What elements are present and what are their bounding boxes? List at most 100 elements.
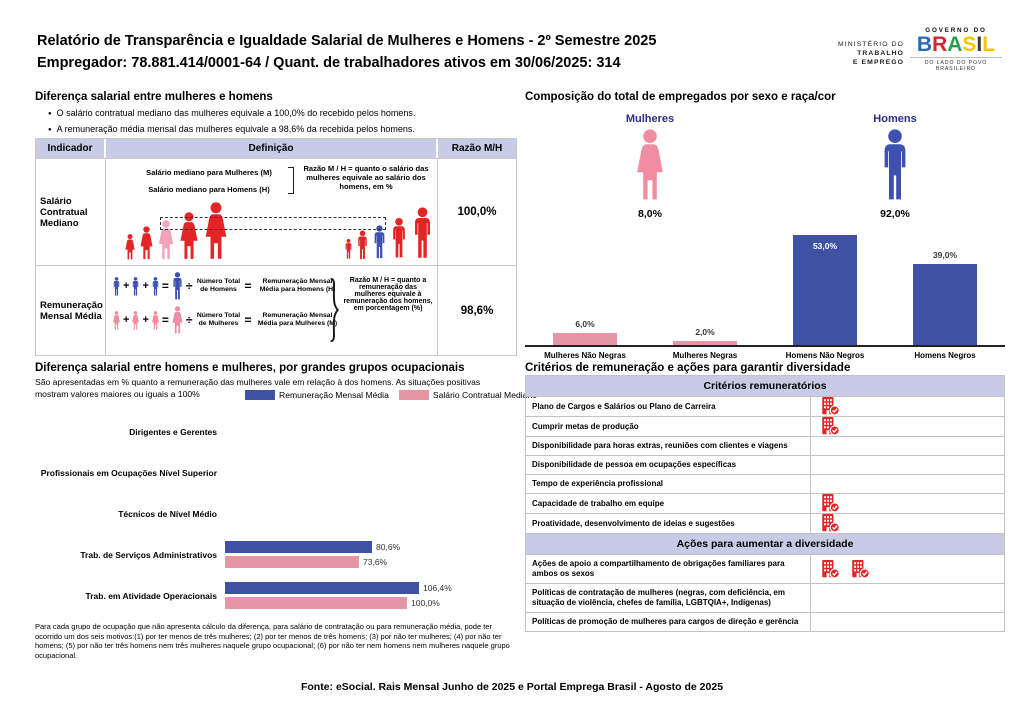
average-ratio-note: Razão M / H = quanto a remuneração das m… bbox=[343, 277, 433, 312]
criteria-check-cell bbox=[811, 437, 1006, 455]
composition-bar-chart: 6,0% 2,0% 53,0% 39,0% bbox=[525, 228, 1005, 347]
chart-bar-slot: 6,0% bbox=[525, 228, 645, 345]
bar-value-label: 2,0% bbox=[695, 327, 715, 337]
brasil-letter: S bbox=[962, 33, 977, 56]
criteria-check-cell bbox=[811, 555, 1006, 583]
average-formulas: + + = ÷ Número Total de Homens = Remuneração M… bbox=[112, 272, 342, 334]
legend-swatch bbox=[398, 390, 429, 400]
criteria-row: Plano de Cargos e Salários ou Plano de C… bbox=[526, 397, 1004, 417]
women-label: Mulheres bbox=[625, 113, 675, 125]
bar-line: 73,6% bbox=[225, 556, 517, 569]
men-summary-block: Homens 92,0% bbox=[830, 113, 960, 220]
criteria-row: Políticas de contratação de mulheres (ne… bbox=[526, 584, 1004, 613]
row-category-label: Profissionais em Ocupações Nível Superio… bbox=[40, 467, 217, 478]
bar-line bbox=[225, 418, 517, 431]
category-label: Homens Não Negros bbox=[785, 351, 865, 360]
criteria-row: Ações de apoio a compartilhamento de obr… bbox=[526, 555, 1004, 584]
criteria-table: Critérios remuneratórios Plano de Cargos … bbox=[525, 375, 1005, 632]
person-icon bbox=[151, 277, 160, 296]
section-title-occupational: Diferença salarial entre homens e mulher… bbox=[35, 362, 465, 374]
bar-value-label: 73,6% bbox=[363, 557, 388, 567]
section-title-criteria: Critérios de remuneração e ações para ga… bbox=[525, 362, 851, 374]
composition-category-labels: Mulheres Não Negras Mulheres Negras Homens… bbox=[525, 351, 1005, 360]
chart-row: Trab. em Atividade Operacionais 106,4% 100… bbox=[35, 575, 517, 616]
man-figure-icon bbox=[344, 238, 353, 260]
bar-value-label: 39,0% bbox=[932, 250, 958, 260]
gov-brasil-logo: GOVERNO DO BRASIL DO LADO DO POVO BRASIL… bbox=[910, 27, 1002, 72]
criteria-section-header: Critérios remuneratórios bbox=[526, 376, 1004, 397]
gov-logo-top-text: GOVERNO DO bbox=[925, 27, 987, 34]
woman-icon bbox=[634, 129, 666, 201]
chart-bar bbox=[793, 235, 857, 345]
chart-row: Trab. de Serviços Administrativos 80,6% 73… bbox=[35, 534, 517, 575]
chart-row: Técnicos de Nível Médio bbox=[35, 493, 517, 534]
ratio-value-average: 98,6% bbox=[460, 304, 494, 317]
women-summary-block: Mulheres 8,0% bbox=[585, 113, 715, 220]
legend-item: Remuneração Mensal Média bbox=[245, 390, 389, 400]
page-subtitle: Empregador: 78.881.414/0001-64 / Quant. … bbox=[37, 55, 621, 71]
criteria-row: Proatividade, desenvolvimento de ideias … bbox=[526, 514, 1004, 534]
building-check-icon bbox=[819, 560, 841, 579]
criteria-check-cell bbox=[811, 613, 1006, 631]
plus-sign: + bbox=[142, 280, 149, 292]
bar-value-label: 106,4% bbox=[423, 583, 452, 593]
legend-swatch bbox=[245, 390, 275, 400]
result-text: Remuneração Mensal Média para Homens (H) bbox=[259, 278, 336, 293]
criteria-label: Ações de apoio a compartilhamento de obr… bbox=[526, 555, 811, 583]
criteria-label: Cumprir metas de produção bbox=[526, 417, 811, 436]
men-label: Homens bbox=[873, 113, 917, 125]
row-category-label: Dirigentes e Gerentes bbox=[129, 426, 217, 437]
ministry-line-2: TRABALHO bbox=[857, 50, 904, 57]
brasil-letter: L bbox=[982, 33, 996, 56]
equals-sign: = bbox=[244, 279, 252, 293]
equals-sign: = bbox=[161, 313, 169, 327]
criteria-section-header: Ações para aumentar a diversidade bbox=[526, 534, 1004, 555]
bar-line bbox=[225, 500, 517, 513]
man-figure-icon bbox=[390, 216, 408, 260]
ratio-value-median: 100,0% bbox=[457, 206, 497, 218]
criteria-check-cell bbox=[811, 397, 1006, 416]
chart-bar bbox=[225, 597, 407, 609]
indicator-name: Salário Contratual Mediano bbox=[36, 159, 106, 265]
chart-bar-slot: 39,0% bbox=[885, 228, 1005, 345]
row-bars bbox=[225, 500, 517, 528]
median-connector-dashed-box bbox=[160, 217, 386, 230]
bar-line: 106,4% bbox=[225, 582, 517, 595]
criteria-label: Políticas de contratação de mulheres (ne… bbox=[526, 584, 811, 612]
criteria-check-cell bbox=[811, 494, 1006, 513]
men-percentage: 92,0% bbox=[880, 208, 910, 220]
person-icon bbox=[151, 311, 160, 330]
ministry-line-3: E EMPREGO bbox=[852, 59, 904, 66]
person-icon bbox=[131, 277, 140, 296]
bar-value-label: 100,0% bbox=[411, 598, 440, 608]
brasil-letter: R bbox=[932, 33, 948, 56]
median-ratio-note: Razão M / H = quanto o salário das mulhe… bbox=[303, 164, 429, 191]
bracket-shape bbox=[288, 167, 294, 194]
row-bars bbox=[225, 418, 517, 446]
bullet-average-pay: A remuneração média mensal das mulheres … bbox=[48, 122, 415, 138]
bar-line: 80,6% bbox=[225, 541, 517, 554]
person-icon-large bbox=[171, 306, 184, 334]
women-figures-group bbox=[124, 202, 229, 260]
bar-line bbox=[225, 459, 517, 472]
occupational-bar-chart: Dirigentes e Gerentes Profissionais em Oc… bbox=[35, 411, 517, 616]
divisor-text: Número Total de Mulheres bbox=[196, 312, 241, 327]
building-check-icon bbox=[819, 514, 841, 533]
wage-gap-bullets: O salário contratual mediano das mulhere… bbox=[48, 106, 416, 138]
ministry-line-1: MINISTÉRIO DO bbox=[837, 41, 904, 48]
plus-sign: + bbox=[123, 280, 130, 292]
person-icon bbox=[131, 311, 140, 330]
curly-brace-shape bbox=[328, 272, 341, 348]
divide-sign: ÷ bbox=[185, 313, 193, 327]
plus-sign: + bbox=[123, 314, 130, 326]
criteria-check-cell bbox=[811, 456, 1006, 474]
row-category-label: Trab. em Atividade Operacionais bbox=[85, 590, 217, 601]
occupational-footnote: Para cada grupo de ocupação que não apre… bbox=[35, 622, 510, 660]
bullet-median-salary: O salário contratual mediano das mulhere… bbox=[48, 106, 416, 122]
result-text: Remuneração Mensal Média para Mulheres (… bbox=[257, 312, 338, 327]
woman-figure-icon bbox=[203, 202, 229, 260]
bar-line bbox=[225, 433, 517, 446]
chart-bar bbox=[225, 556, 359, 568]
indicator-table-header: Indicador Definição Razão M/H bbox=[36, 139, 516, 158]
